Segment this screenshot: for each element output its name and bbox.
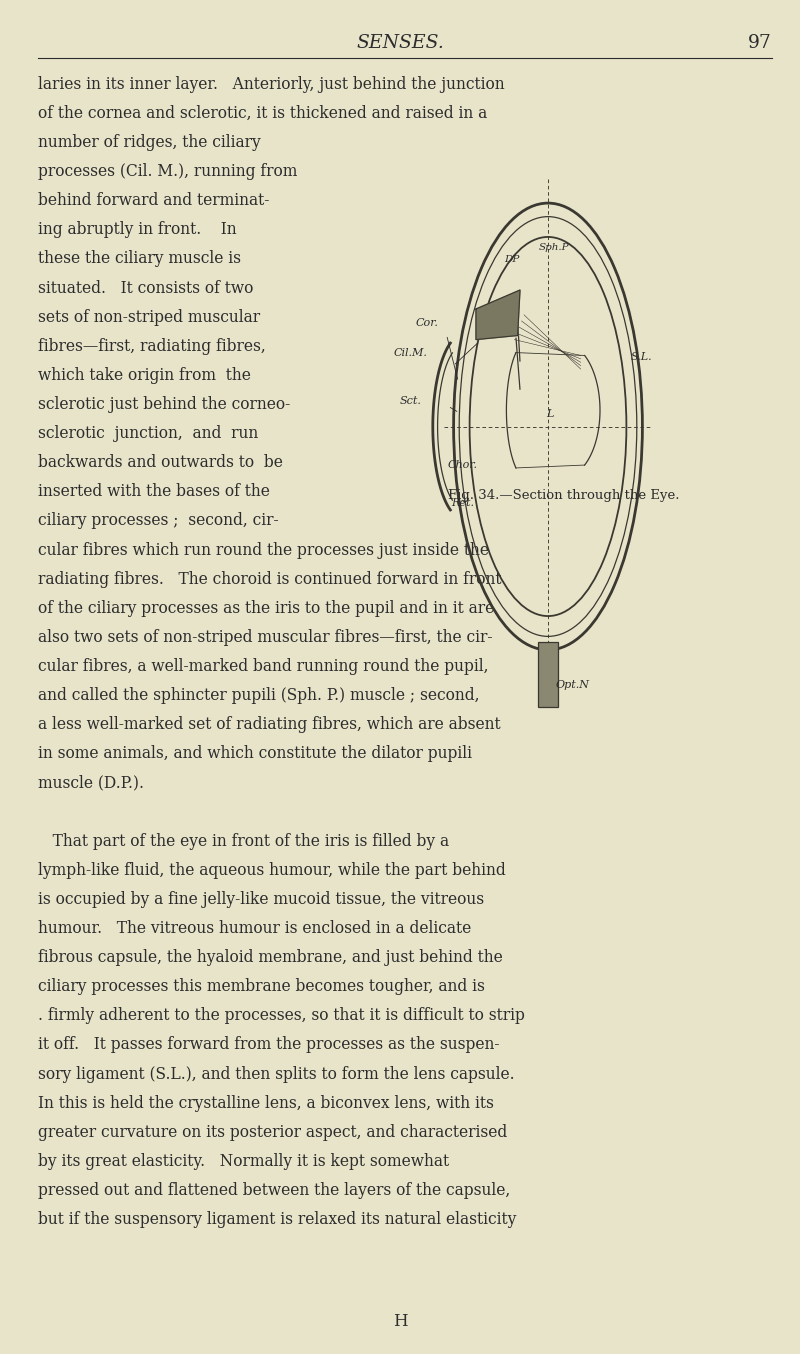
Text: greater curvature on its posterior aspect, and characterised: greater curvature on its posterior aspec… <box>38 1124 508 1141</box>
Text: fibrous capsule, the hyaloid membrane, and just behind the: fibrous capsule, the hyaloid membrane, a… <box>38 949 503 967</box>
Text: Sct.: Sct. <box>399 395 421 406</box>
Text: S.L.: S.L. <box>630 352 652 362</box>
Text: ciliary processes ;  second, cir-: ciliary processes ; second, cir- <box>38 512 279 529</box>
Text: . firmly adherent to the processes, so that it is difficult to strip: . firmly adherent to the processes, so t… <box>38 1007 526 1025</box>
Text: DP: DP <box>504 255 519 264</box>
Text: ciliary processes this membrane becomes tougher, and is: ciliary processes this membrane becomes … <box>38 978 486 995</box>
Text: Cor.: Cor. <box>415 318 438 328</box>
Text: behind forward and terminat-: behind forward and terminat- <box>38 192 270 210</box>
Text: Fig. 34.—Section through the Eye.: Fig. 34.—Section through the Eye. <box>448 489 680 502</box>
Text: of the ciliary processes as the iris to the pupil and in it are: of the ciliary processes as the iris to … <box>38 600 494 617</box>
Polygon shape <box>476 290 520 340</box>
Text: pressed out and flattened between the layers of the capsule,: pressed out and flattened between the la… <box>38 1182 510 1200</box>
Text: cular fibres which run round the processes just inside the: cular fibres which run round the process… <box>38 542 490 559</box>
Text: sclerotic  junction,  and  run: sclerotic junction, and run <box>38 425 258 443</box>
Text: processes (Cil. M.), running from: processes (Cil. M.), running from <box>38 162 298 180</box>
Text: sets of non-striped muscular: sets of non-striped muscular <box>38 309 261 326</box>
Text: In this is held the crystalline lens, a biconvex lens, with its: In this is held the crystalline lens, a … <box>38 1094 494 1112</box>
Text: these the ciliary muscle is: these the ciliary muscle is <box>38 250 242 268</box>
Text: sclerotic just behind the corneo-: sclerotic just behind the corneo- <box>38 395 290 413</box>
Text: of the cornea and sclerotic, it is thickened and raised in a: of the cornea and sclerotic, it is thick… <box>38 104 488 122</box>
Text: humour.   The vitreous humour is enclosed in a delicate: humour. The vitreous humour is enclosed … <box>38 919 472 937</box>
Text: H: H <box>393 1312 407 1330</box>
Text: 97: 97 <box>748 34 772 51</box>
Text: situated.   It consists of two: situated. It consists of two <box>38 279 254 297</box>
Text: by its great elasticity.   Normally it is kept somewhat: by its great elasticity. Normally it is … <box>38 1152 450 1170</box>
Text: fibres—first, radiating fibres,: fibres—first, radiating fibres, <box>38 337 266 355</box>
Text: Ret.: Ret. <box>451 498 474 508</box>
Text: Sph.P: Sph.P <box>538 244 569 252</box>
Text: muscle (D.P.).: muscle (D.P.). <box>38 774 145 792</box>
Text: laries in its inner layer.   Anteriorly, just behind the junction: laries in its inner layer. Anteriorly, j… <box>38 76 505 93</box>
Text: in some animals, and which constitute the dilator pupili: in some animals, and which constitute th… <box>38 745 472 762</box>
Text: lymph-like fluid, the aqueous humour, while the part behind: lymph-like fluid, the aqueous humour, wh… <box>38 861 506 879</box>
Text: cular fibres, a well-marked band running round the pupil,: cular fibres, a well-marked band running… <box>38 658 489 676</box>
Text: also two sets of non-striped muscular fibres—first, the cir-: also two sets of non-striped muscular fi… <box>38 628 493 646</box>
Text: Opt.N: Opt.N <box>556 680 590 689</box>
Bar <box>538 642 558 707</box>
Text: backwards and outwards to  be: backwards and outwards to be <box>38 454 283 471</box>
Text: and called the sphincter pupili (Sph. P.) muscle ; second,: and called the sphincter pupili (Sph. P.… <box>38 686 480 704</box>
Text: That part of the eye in front of the iris is filled by a: That part of the eye in front of the iri… <box>38 833 450 850</box>
Text: SENSES.: SENSES. <box>356 34 444 51</box>
Text: number of ridges, the ciliary: number of ridges, the ciliary <box>38 134 261 152</box>
Text: ing abruptly in front.    In: ing abruptly in front. In <box>38 221 237 238</box>
Text: but if the suspensory ligament is relaxed its natural elasticity: but if the suspensory ligament is relaxe… <box>38 1210 517 1228</box>
Text: Cil.M.: Cil.M. <box>394 348 427 359</box>
Text: Chor.: Chor. <box>447 460 477 470</box>
Text: inserted with the bases of the: inserted with the bases of the <box>38 483 270 501</box>
Text: is occupied by a fine jelly-like mucoid tissue, the vitreous: is occupied by a fine jelly-like mucoid … <box>38 891 485 909</box>
Text: L: L <box>546 409 554 418</box>
Text: it off.   It passes forward from the processes as the suspen-: it off. It passes forward from the proce… <box>38 1036 500 1053</box>
Text: which take origin from  the: which take origin from the <box>38 367 251 385</box>
Text: a less well-marked set of radiating fibres, which are absent: a less well-marked set of radiating fibr… <box>38 716 501 734</box>
Text: sory ligament (S.L.), and then splits to form the lens capsule.: sory ligament (S.L.), and then splits to… <box>38 1066 515 1083</box>
Text: radiating fibres.   The choroid is continued forward in front: radiating fibres. The choroid is continu… <box>38 570 502 588</box>
